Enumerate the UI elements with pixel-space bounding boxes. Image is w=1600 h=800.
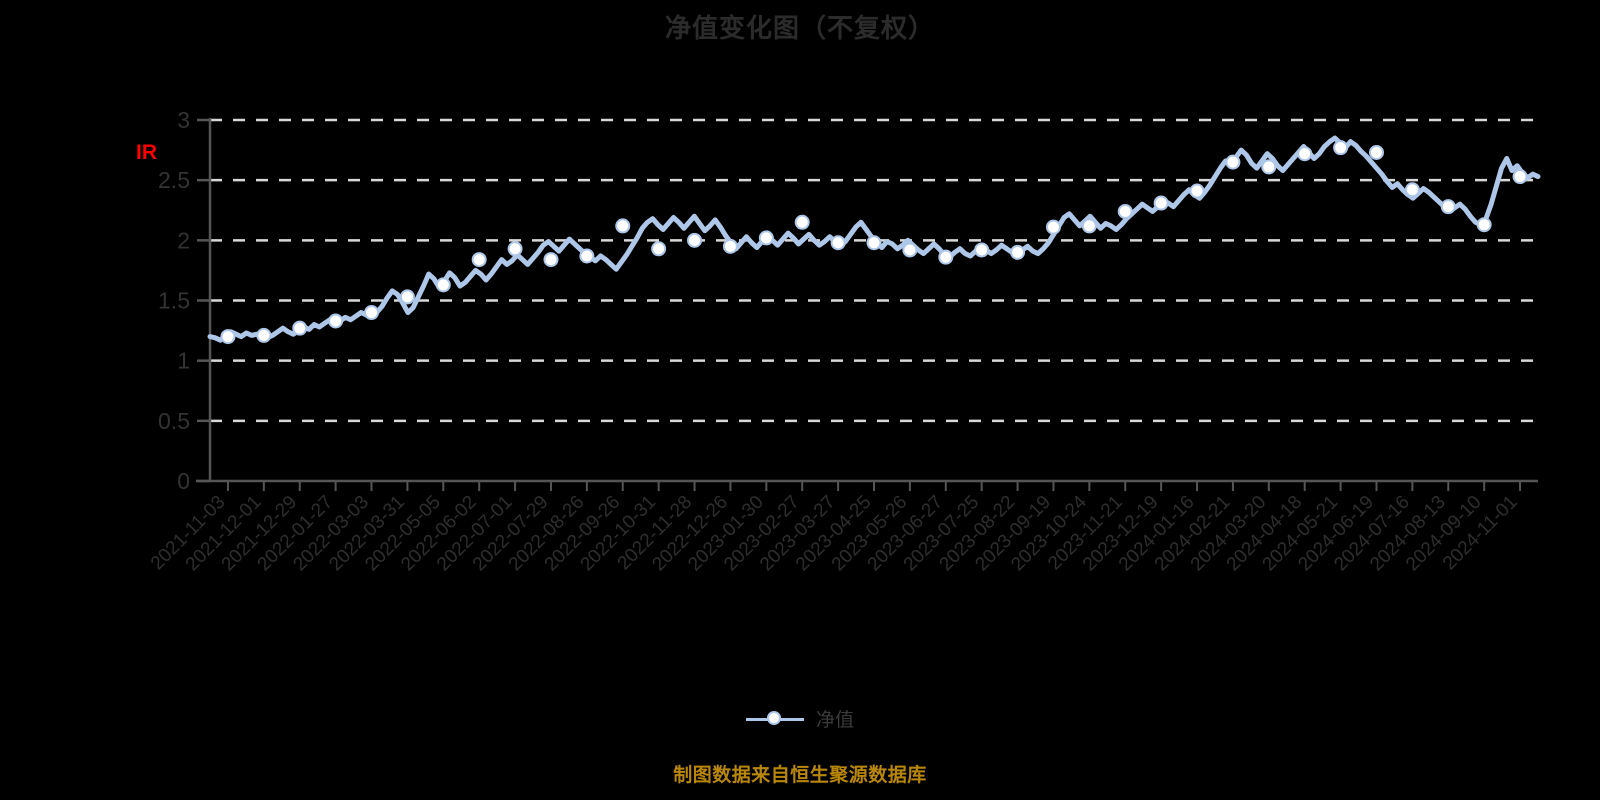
y-tick-label: 0: [177, 468, 190, 494]
data-point-marker: [830, 235, 846, 251]
ir-annotation: IR: [136, 141, 157, 164]
data-point-marker: [1045, 219, 1061, 235]
data-point-marker: [1404, 182, 1420, 198]
data-point-marker: [435, 277, 451, 293]
legend-marker-icon: [745, 710, 804, 727]
data-point-marker: [687, 232, 703, 248]
data-point-marker: [256, 327, 272, 343]
data-point-marker: [1512, 169, 1528, 185]
data-point-marker: [1081, 218, 1097, 234]
y-tick-label: 1.5: [158, 288, 190, 314]
y-tick-label: 1: [177, 348, 190, 374]
page-title: 净值变化图（不复权）: [664, 13, 935, 43]
plot-area: 00.511.522.532021-11-032021-12-012021-12…: [147, 107, 1541, 575]
data-point-marker: [1333, 140, 1349, 156]
data-point-marker: [866, 235, 882, 251]
data-point-marker: [902, 242, 918, 258]
data-point-marker: [1297, 146, 1313, 162]
chart-legend: 净值: [0, 705, 1600, 732]
data-point-marker: [1368, 144, 1384, 160]
data-point-marker: [1189, 183, 1205, 199]
data-point-marker: [1153, 195, 1169, 211]
data-point-marker: [758, 230, 774, 246]
data-point-marker: [507, 241, 523, 257]
data-point-marker: [471, 252, 487, 268]
data-point-marker: [220, 329, 236, 345]
data-point-marker: [399, 289, 415, 305]
y-tick-label: 2.5: [158, 167, 190, 193]
data-point-marker: [1440, 199, 1456, 215]
data-source-note: 制图数据来自恒生聚源数据库: [673, 765, 927, 786]
legend-label-net-value: 净值: [815, 710, 854, 731]
data-point-marker: [1010, 244, 1026, 260]
data-point-marker: [1261, 159, 1277, 175]
data-point-marker: [938, 249, 954, 265]
data-point-marker: [328, 313, 344, 329]
data-point-marker: [615, 218, 631, 234]
data-point-marker: [1117, 203, 1133, 219]
data-point-marker: [1476, 217, 1492, 233]
y-tick-label: 2: [177, 227, 190, 253]
data-point-marker: [651, 241, 667, 257]
data-point-marker: [292, 320, 308, 336]
data-point-marker: [974, 242, 990, 258]
data-point-marker: [543, 252, 559, 268]
data-point-marker: [794, 214, 810, 230]
data-point-marker: [1225, 154, 1241, 170]
y-tick-label: 3: [177, 107, 190, 133]
data-point-marker: [722, 238, 738, 254]
data-point-marker: [579, 248, 595, 264]
data-point-marker: [364, 305, 380, 321]
y-tick-label: 0.5: [158, 408, 190, 434]
